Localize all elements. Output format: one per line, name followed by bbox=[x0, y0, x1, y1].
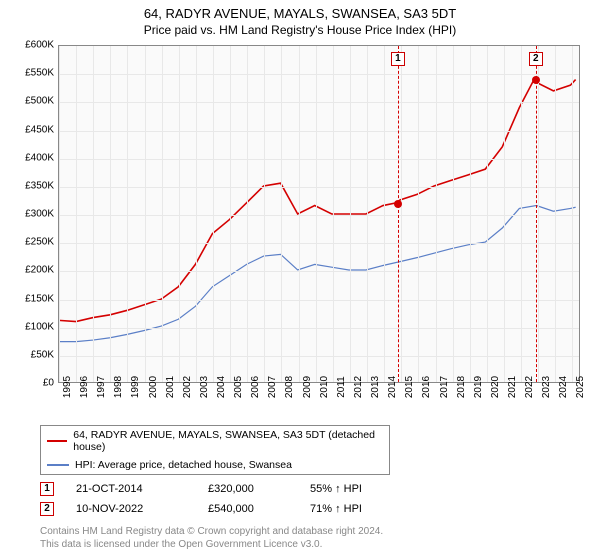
sale-date: 21-OCT-2014 bbox=[76, 483, 186, 495]
chart-container: 64, RADYR AVENUE, MAYALS, SWANSEA, SA3 5… bbox=[0, 0, 600, 560]
sale-price: £320,000 bbox=[208, 483, 288, 495]
legend-swatch bbox=[47, 464, 69, 466]
footer-line: Contains HM Land Registry data © Crown c… bbox=[40, 525, 600, 538]
legend-row: HPI: Average price, detached house, Swan… bbox=[41, 456, 389, 474]
chart-area: £0£50K£100K£150K£200K£250K£300K£350K£400… bbox=[12, 41, 588, 419]
sale-row: 1 21-OCT-2014 £320,000 55% ↑ HPI bbox=[40, 479, 600, 499]
sale-price: £540,000 bbox=[208, 503, 288, 515]
chart-title: 64, RADYR AVENUE, MAYALS, SWANSEA, SA3 5… bbox=[0, 0, 600, 21]
sale-delta: 71% ↑ HPI bbox=[310, 503, 362, 515]
legend-swatch bbox=[47, 440, 67, 442]
sale-badge: 2 bbox=[40, 502, 54, 516]
sale-delta: 55% ↑ HPI bbox=[310, 483, 362, 495]
sale-badge: 1 bbox=[40, 482, 54, 496]
legend-row: 64, RADYR AVENUE, MAYALS, SWANSEA, SA3 5… bbox=[41, 426, 389, 456]
sales-list: 1 21-OCT-2014 £320,000 55% ↑ HPI 2 10-NO… bbox=[40, 479, 600, 519]
footer-line: This data is licensed under the Open Gov… bbox=[40, 538, 600, 551]
legend: 64, RADYR AVENUE, MAYALS, SWANSEA, SA3 5… bbox=[40, 425, 390, 475]
footer: Contains HM Land Registry data © Crown c… bbox=[40, 525, 600, 551]
sale-row: 2 10-NOV-2022 £540,000 71% ↑ HPI bbox=[40, 499, 600, 519]
legend-label: 64, RADYR AVENUE, MAYALS, SWANSEA, SA3 5… bbox=[73, 429, 383, 453]
line-svg bbox=[59, 46, 579, 382]
plot-area: 12 bbox=[58, 45, 580, 383]
chart-subtitle: Price paid vs. HM Land Registry's House … bbox=[0, 21, 600, 41]
legend-label: HPI: Average price, detached house, Swan… bbox=[75, 459, 292, 471]
sale-date: 10-NOV-2022 bbox=[76, 503, 186, 515]
